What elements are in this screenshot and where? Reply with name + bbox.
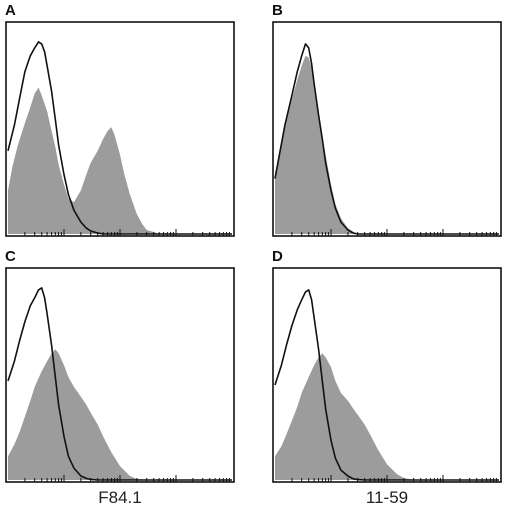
plot-frame-d xyxy=(272,267,502,483)
panel-letter-b: B xyxy=(272,2,283,19)
histogram-plot-b xyxy=(272,21,502,237)
panel-letter-d: D xyxy=(272,248,283,265)
plot-frame-b xyxy=(272,21,502,237)
filled-histogram-a xyxy=(8,87,232,234)
plot-frame-c xyxy=(5,267,235,483)
histogram-panel-c xyxy=(5,267,235,483)
caption-f84-1: F84.1 xyxy=(98,488,142,507)
panel-letter-c: C xyxy=(5,248,16,265)
outline-histogram-d xyxy=(274,289,499,481)
plot-frame-a xyxy=(5,21,235,237)
histogram-panel-a xyxy=(5,21,235,237)
filled-histogram-c xyxy=(8,349,232,480)
histogram-plot-d xyxy=(272,267,502,483)
histogram-plot-c xyxy=(5,267,235,483)
filled-histogram-d xyxy=(275,353,499,480)
panel-letter-a: A xyxy=(5,2,16,19)
outline-histogram-a xyxy=(7,41,232,235)
filled-histogram-b xyxy=(275,55,499,234)
histogram-panel-d xyxy=(272,267,502,483)
histogram-plot-a xyxy=(5,21,235,237)
caption-11-59: 11-59 xyxy=(365,488,409,507)
histogram-panel-b xyxy=(272,21,502,237)
outline-histogram-c xyxy=(7,287,232,481)
